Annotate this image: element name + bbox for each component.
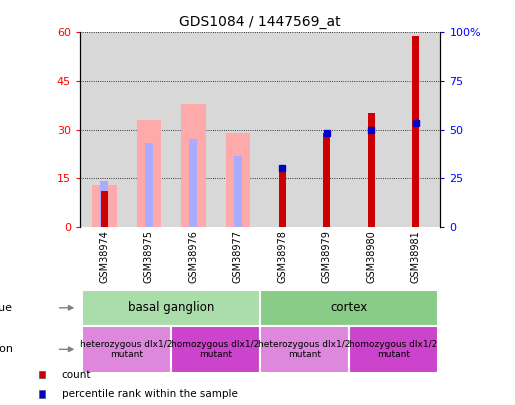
Bar (234, 156, 242, 227)
Text: GSM38976: GSM38976 (188, 230, 198, 283)
Bar (368, 113, 375, 227)
Bar (226, 133, 250, 227)
Text: GSM38974: GSM38974 (99, 230, 109, 283)
Text: homozygous dlx1/2
mutant: homozygous dlx1/2 mutant (350, 340, 438, 359)
Bar (190, 139, 197, 227)
Bar (136, 120, 161, 227)
Title: GDS1084 / 1447569_at: GDS1084 / 1447569_at (179, 15, 341, 29)
Bar (181, 104, 205, 227)
Bar (82, 326, 171, 373)
Bar (92, 185, 116, 227)
Bar (413, 36, 419, 227)
Text: GSM38980: GSM38980 (366, 230, 376, 283)
Bar (82, 290, 260, 326)
Bar (349, 326, 438, 373)
Text: GSM38975: GSM38975 (144, 230, 154, 283)
Bar (260, 326, 349, 373)
Bar (171, 326, 260, 373)
Bar (101, 191, 108, 227)
Bar (100, 181, 108, 227)
Text: heterozygous dlx1/2
mutant: heterozygous dlx1/2 mutant (259, 340, 351, 359)
Text: genotype/variation: genotype/variation (0, 344, 13, 354)
Text: GSM38978: GSM38978 (278, 230, 287, 283)
Text: tissue: tissue (0, 303, 13, 313)
Text: count: count (62, 370, 91, 379)
Text: homozygous dlx1/2
mutant: homozygous dlx1/2 mutant (171, 340, 260, 359)
Text: cortex: cortex (331, 301, 368, 314)
Text: basal ganglion: basal ganglion (128, 301, 214, 314)
Text: GSM38981: GSM38981 (411, 230, 421, 283)
Text: GSM38979: GSM38979 (322, 230, 332, 283)
Text: heterozygous dlx1/2
mutant: heterozygous dlx1/2 mutant (80, 340, 173, 359)
Text: percentile rank within the sample: percentile rank within the sample (62, 389, 238, 399)
Bar (260, 290, 438, 326)
Text: GSM38977: GSM38977 (233, 230, 243, 283)
Bar (145, 143, 153, 227)
Bar (279, 172, 286, 227)
Bar (323, 133, 331, 227)
